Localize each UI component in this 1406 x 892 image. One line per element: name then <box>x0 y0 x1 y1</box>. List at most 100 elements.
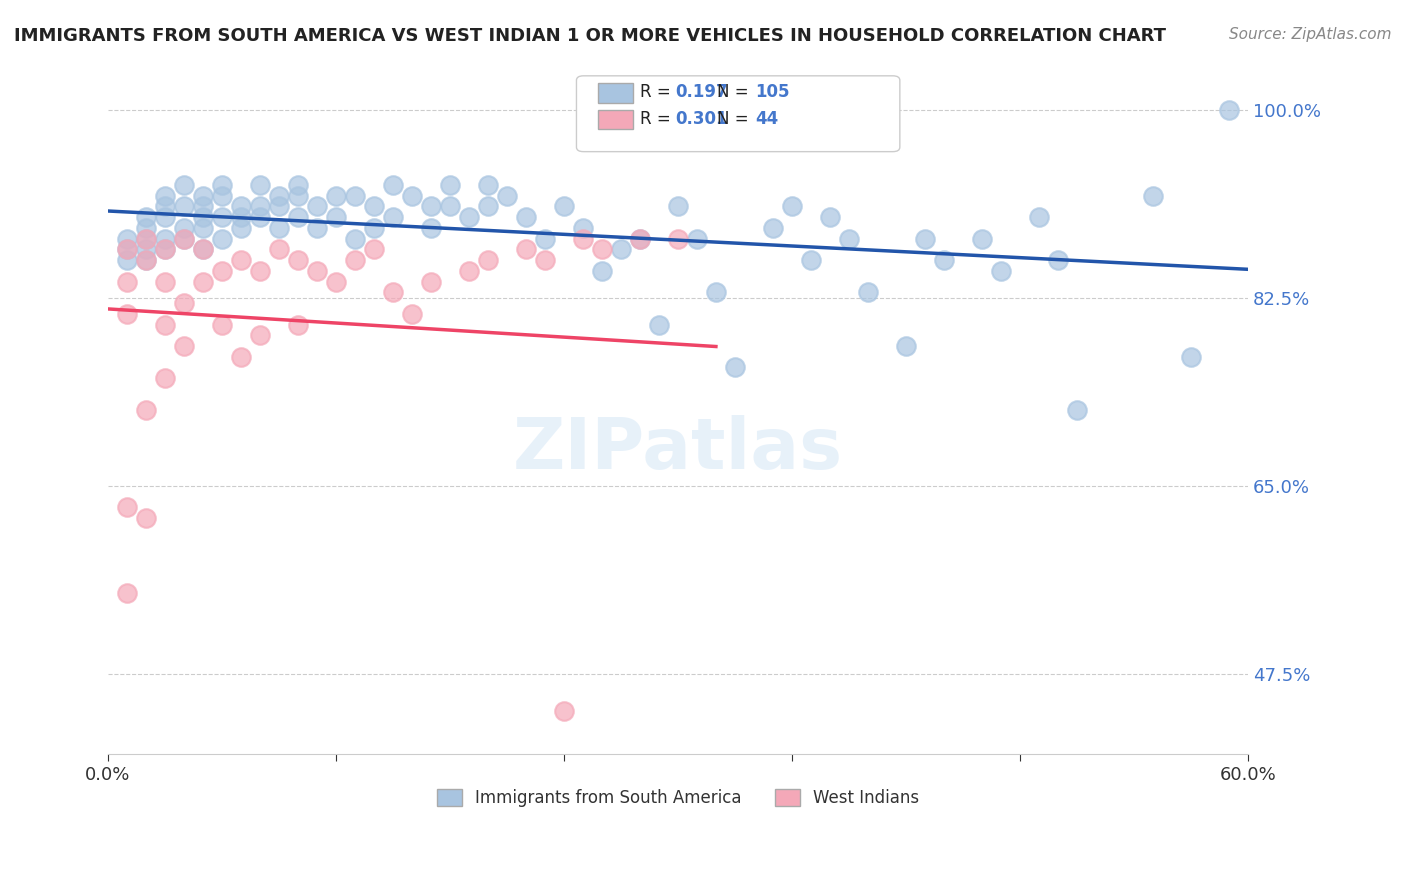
Point <box>591 264 613 278</box>
Point <box>115 275 138 289</box>
Point <box>648 318 671 332</box>
Point <box>894 339 917 353</box>
Point <box>153 210 176 224</box>
Point <box>211 231 233 245</box>
Point <box>287 178 309 192</box>
Point <box>780 199 803 213</box>
Point <box>135 511 157 525</box>
Point <box>115 243 138 257</box>
Point <box>135 210 157 224</box>
Point <box>229 199 252 213</box>
Point <box>153 275 176 289</box>
Point <box>115 231 138 245</box>
Point <box>229 350 252 364</box>
Point <box>325 275 347 289</box>
Point <box>135 220 157 235</box>
Point <box>1218 103 1240 117</box>
Point <box>420 275 443 289</box>
Point <box>211 264 233 278</box>
Point <box>686 231 709 245</box>
Point <box>591 243 613 257</box>
Point <box>553 704 575 718</box>
Point <box>249 199 271 213</box>
Point <box>420 199 443 213</box>
Point <box>191 243 214 257</box>
Point <box>515 210 537 224</box>
Point <box>229 220 252 235</box>
Text: R =: R = <box>640 83 676 101</box>
Point <box>363 199 385 213</box>
Point <box>381 178 404 192</box>
Point <box>115 586 138 600</box>
Text: R =: R = <box>640 110 676 128</box>
Point <box>515 243 537 257</box>
Point <box>267 199 290 213</box>
Point <box>932 253 955 268</box>
Point <box>363 243 385 257</box>
Point <box>343 188 366 202</box>
Point <box>135 231 157 245</box>
Point <box>267 243 290 257</box>
Point <box>173 296 195 310</box>
Point <box>191 188 214 202</box>
Point <box>211 178 233 192</box>
Point <box>211 210 233 224</box>
Point <box>970 231 993 245</box>
Legend: Immigrants from South America, West Indians: Immigrants from South America, West Indi… <box>430 782 927 814</box>
Point <box>439 178 461 192</box>
Point <box>115 243 138 257</box>
Point <box>287 253 309 268</box>
Point <box>628 231 651 245</box>
Point <box>420 220 443 235</box>
Point <box>439 199 461 213</box>
Point <box>249 210 271 224</box>
Point <box>173 339 195 353</box>
Point <box>325 188 347 202</box>
Point <box>211 318 233 332</box>
Point <box>287 188 309 202</box>
Point <box>153 231 176 245</box>
Point <box>249 178 271 192</box>
Point <box>229 210 252 224</box>
Point <box>305 220 328 235</box>
Point <box>267 220 290 235</box>
Point <box>458 210 481 224</box>
Point <box>229 253 252 268</box>
Point <box>381 210 404 224</box>
Point <box>572 231 595 245</box>
Point <box>135 231 157 245</box>
Point <box>458 264 481 278</box>
Text: 44: 44 <box>755 110 779 128</box>
Point <box>191 275 214 289</box>
Point <box>704 790 727 805</box>
Point <box>534 231 557 245</box>
Point <box>477 178 499 192</box>
Point <box>267 188 290 202</box>
Point <box>572 220 595 235</box>
Point <box>401 307 423 321</box>
Point <box>249 328 271 343</box>
Point <box>343 253 366 268</box>
Point <box>135 403 157 417</box>
Point <box>153 318 176 332</box>
Point <box>666 231 689 245</box>
Point <box>135 253 157 268</box>
Point <box>115 307 138 321</box>
Point <box>381 285 404 300</box>
Point <box>173 199 195 213</box>
Text: N =: N = <box>717 110 754 128</box>
Point <box>1180 350 1202 364</box>
Point <box>287 210 309 224</box>
Point <box>249 264 271 278</box>
Point <box>914 231 936 245</box>
Point <box>856 285 879 300</box>
Point <box>704 285 727 300</box>
Point <box>173 220 195 235</box>
Text: IMMIGRANTS FROM SOUTH AMERICA VS WEST INDIAN 1 OR MORE VEHICLES IN HOUSEHOLD COR: IMMIGRANTS FROM SOUTH AMERICA VS WEST IN… <box>14 27 1166 45</box>
Point <box>153 243 176 257</box>
Point <box>135 243 157 257</box>
Point <box>211 188 233 202</box>
Point <box>477 199 499 213</box>
Point <box>287 318 309 332</box>
Point <box>153 243 176 257</box>
